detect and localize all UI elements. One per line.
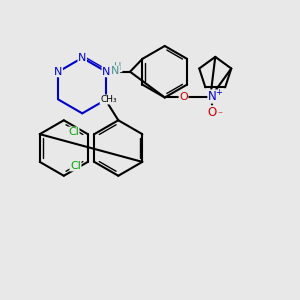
Text: N: N <box>78 53 86 63</box>
Text: N: N <box>208 90 217 103</box>
Text: N: N <box>102 67 110 77</box>
Text: ⁻: ⁻ <box>218 110 223 120</box>
Text: O: O <box>179 92 188 103</box>
Text: N: N <box>54 67 62 77</box>
Text: O: O <box>208 106 217 119</box>
Text: Cl: Cl <box>70 161 81 171</box>
Text: N: N <box>111 66 119 76</box>
Text: H: H <box>115 62 122 72</box>
Text: CH₃: CH₃ <box>100 95 117 104</box>
Text: Cl: Cl <box>68 127 79 137</box>
Text: +: + <box>215 88 222 97</box>
